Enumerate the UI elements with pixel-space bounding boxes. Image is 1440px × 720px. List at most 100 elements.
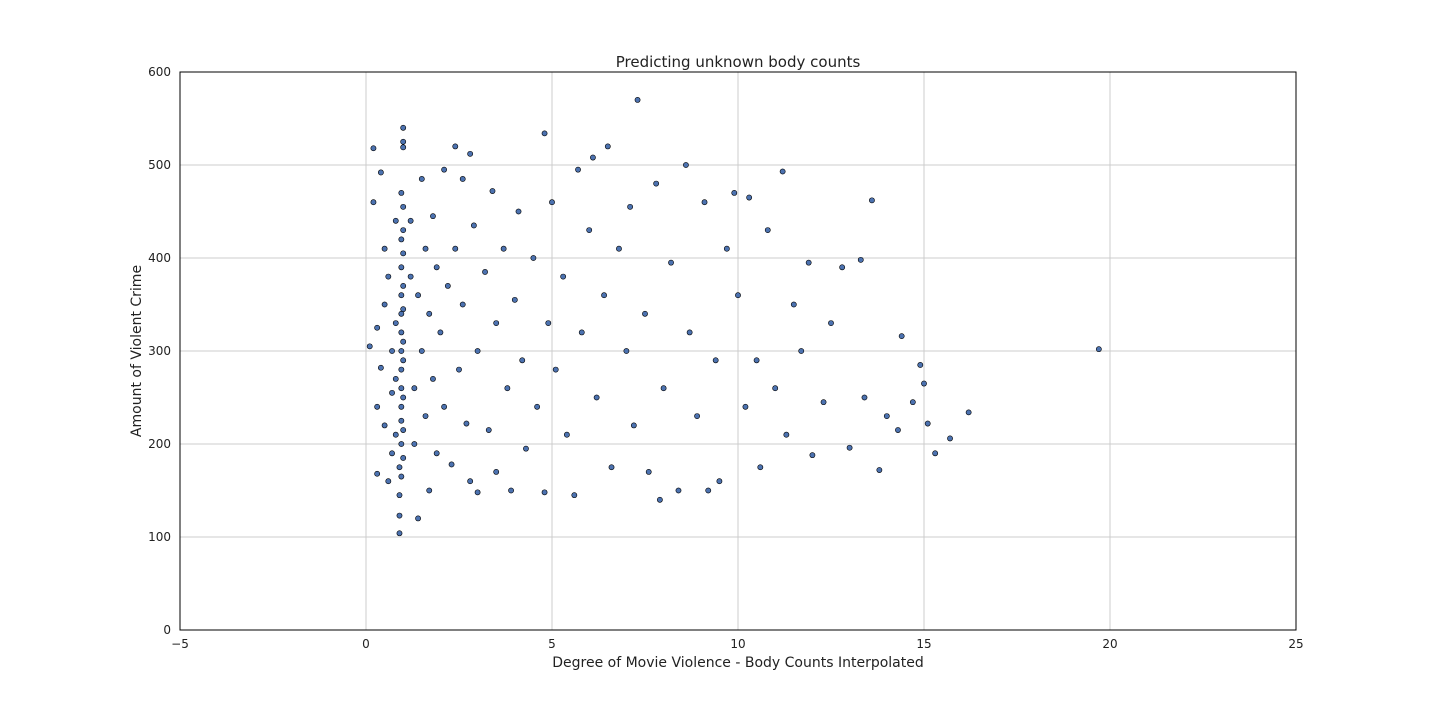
data-point [705, 487, 712, 494]
data-point [578, 329, 585, 336]
plot-frame [179, 71, 1297, 631]
data-point [389, 389, 395, 396]
data-point [441, 166, 448, 173]
data-point [463, 420, 470, 427]
data-point [493, 468, 500, 475]
grid-layer [179, 71, 1297, 631]
data-point [515, 208, 522, 215]
data-point [366, 343, 373, 350]
data-point [869, 197, 875, 204]
data-point [627, 203, 634, 210]
data-point [385, 478, 392, 485]
data-point [398, 329, 405, 336]
x-axis-label: Degree of Movie Violence - Body Counts I… [552, 655, 923, 671]
data-point [400, 282, 407, 289]
data-point [470, 222, 477, 229]
data-point [947, 435, 953, 442]
data-point [430, 213, 436, 220]
data-point [400, 250, 407, 257]
data-point [500, 245, 507, 252]
data-point [883, 413, 890, 419]
data-point [746, 194, 753, 201]
data-point [653, 180, 660, 187]
data-point [370, 199, 377, 206]
y-tick-label: 200 [148, 437, 171, 451]
data-point [415, 515, 421, 522]
data-point [392, 217, 399, 224]
data-point [396, 464, 403, 471]
data-point [437, 329, 444, 336]
data-point [398, 348, 405, 354]
data-point [398, 236, 405, 243]
y-tick-label: 100 [148, 530, 171, 544]
data-point [549, 199, 555, 206]
data-point [645, 468, 652, 475]
data-point [400, 394, 407, 401]
data-point [545, 320, 552, 326]
data-point [400, 427, 407, 433]
data-point [735, 292, 741, 299]
y-axis-label: Amount of Violent Crime [129, 265, 145, 437]
data-point [805, 259, 812, 266]
data-point [448, 461, 455, 468]
data-point [467, 478, 474, 485]
data-point [519, 357, 526, 364]
data-point [398, 292, 405, 299]
x-tick-label: −5 [171, 637, 189, 651]
data-point [898, 333, 905, 340]
data-point [389, 450, 395, 457]
data-point [400, 227, 407, 233]
data-point [753, 357, 760, 364]
data-point [398, 189, 405, 196]
data-point [742, 403, 749, 410]
data-point [634, 97, 641, 103]
data-point [396, 492, 403, 499]
data-point [482, 269, 488, 275]
data-point [374, 324, 381, 331]
data-point [921, 380, 927, 387]
data-point [400, 138, 407, 145]
data-point [459, 301, 466, 308]
data-point [392, 320, 399, 326]
data-point [426, 487, 433, 494]
data-point [381, 301, 388, 308]
data-point [683, 162, 689, 168]
data-point [398, 473, 405, 480]
data-point [861, 394, 868, 401]
data-point [422, 245, 429, 252]
data-point [452, 245, 459, 252]
data-point [422, 413, 429, 419]
data-point [820, 399, 827, 406]
data-point [523, 445, 529, 452]
data-point [385, 273, 392, 280]
y-tick-label: 400 [148, 251, 171, 265]
chart-title: Predicting unknown body counts [616, 53, 861, 71]
data-point [716, 478, 723, 485]
data-point [575, 166, 581, 173]
data-point [731, 189, 738, 196]
data-point [511, 296, 518, 303]
y-tick-label: 500 [148, 158, 171, 172]
data-point [426, 310, 433, 317]
data-points [366, 97, 1102, 537]
data-point [389, 348, 395, 354]
data-point [790, 301, 797, 308]
data-point [398, 417, 405, 424]
data-point [590, 154, 596, 161]
x-tick-label: 10 [730, 637, 745, 651]
data-point [909, 399, 916, 406]
data-point [392, 431, 399, 438]
data-point [474, 348, 481, 354]
data-point [374, 470, 381, 477]
data-point [932, 450, 939, 457]
data-point [452, 143, 459, 150]
data-point [642, 310, 648, 317]
data-point [504, 385, 511, 392]
data-point [456, 366, 462, 373]
data-point [489, 188, 496, 194]
data-point [616, 245, 622, 252]
data-point [757, 464, 764, 471]
data-point [798, 348, 805, 354]
